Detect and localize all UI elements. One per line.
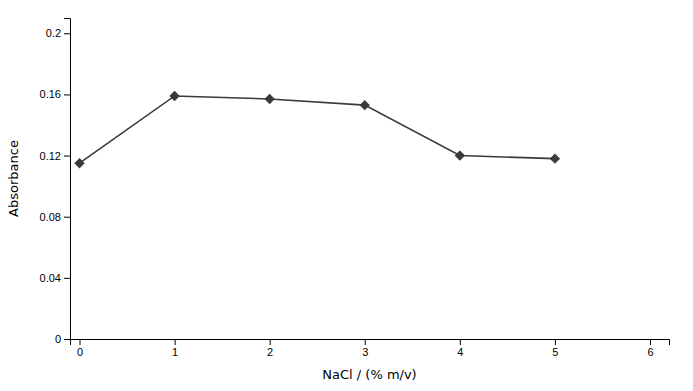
tick: 0 xyxy=(55,333,70,345)
marker xyxy=(550,154,559,163)
tick-mark xyxy=(64,156,70,157)
x-axis: 0 1 2 3 4 5 6 xyxy=(71,339,670,358)
tick-mark xyxy=(80,339,81,345)
series xyxy=(75,91,559,167)
axis-line xyxy=(64,19,71,340)
tick-label: 2 xyxy=(267,346,273,358)
tick: 0 xyxy=(77,339,83,358)
tick-mark xyxy=(64,94,70,95)
tick-label: 3 xyxy=(362,346,368,358)
tick: 6 xyxy=(647,339,653,358)
tick: 4 xyxy=(457,339,463,358)
tick: 0.04 xyxy=(40,272,70,284)
tick-mark xyxy=(270,339,271,345)
marker xyxy=(265,95,274,104)
tick: 0.12 xyxy=(40,150,70,162)
tick-mark xyxy=(460,339,461,345)
tick: 2 xyxy=(267,339,273,358)
tick-mark xyxy=(365,339,366,345)
tick-mark xyxy=(555,339,556,345)
tick-label: 6 xyxy=(647,346,653,358)
tick: 0.16 xyxy=(40,88,70,100)
tick-label: 4 xyxy=(457,346,463,358)
tick-mark xyxy=(64,33,70,34)
tick: 0.2 xyxy=(46,27,70,39)
tick-label: 0.16 xyxy=(40,88,61,100)
chart: 0 1 2 3 4 5 6 0 0.04 0.08 0.12 0.16 0.2 NaCl / (% m/v… xyxy=(0,0,693,391)
tick-mark xyxy=(64,217,70,218)
tick: 1 xyxy=(172,339,178,358)
tick-label: 1 xyxy=(172,346,178,358)
line xyxy=(80,96,555,163)
marker xyxy=(170,91,179,100)
marker xyxy=(455,151,464,160)
tick-label: 0.12 xyxy=(40,150,61,162)
tick-label: 0.04 xyxy=(40,272,61,284)
tick-label: 0.2 xyxy=(46,27,61,39)
tick-label: 0 xyxy=(77,346,83,358)
axis-line xyxy=(71,340,670,346)
tick-mark xyxy=(175,339,176,345)
y-axis-title: Absorbance xyxy=(6,140,21,217)
marker xyxy=(360,101,369,110)
marker xyxy=(75,159,84,168)
tick-mark xyxy=(650,339,651,345)
x-axis-title: NaCl / (% m/v) xyxy=(322,367,416,382)
plot-area: 0 1 2 3 4 5 6 0 0.04 0.08 0.12 0.16 0.2 xyxy=(40,19,670,358)
y-axis: 0 0.04 0.08 0.12 0.16 0.2 xyxy=(40,19,71,346)
tick-label: 5 xyxy=(552,346,558,358)
tick-label: 0 xyxy=(55,333,61,345)
tick-label: 0.08 xyxy=(40,211,61,223)
tick: 0.08 xyxy=(40,211,70,223)
tick-mark xyxy=(64,339,70,340)
tick-mark xyxy=(64,278,70,279)
tick: 3 xyxy=(362,339,368,358)
tick: 5 xyxy=(552,339,558,358)
